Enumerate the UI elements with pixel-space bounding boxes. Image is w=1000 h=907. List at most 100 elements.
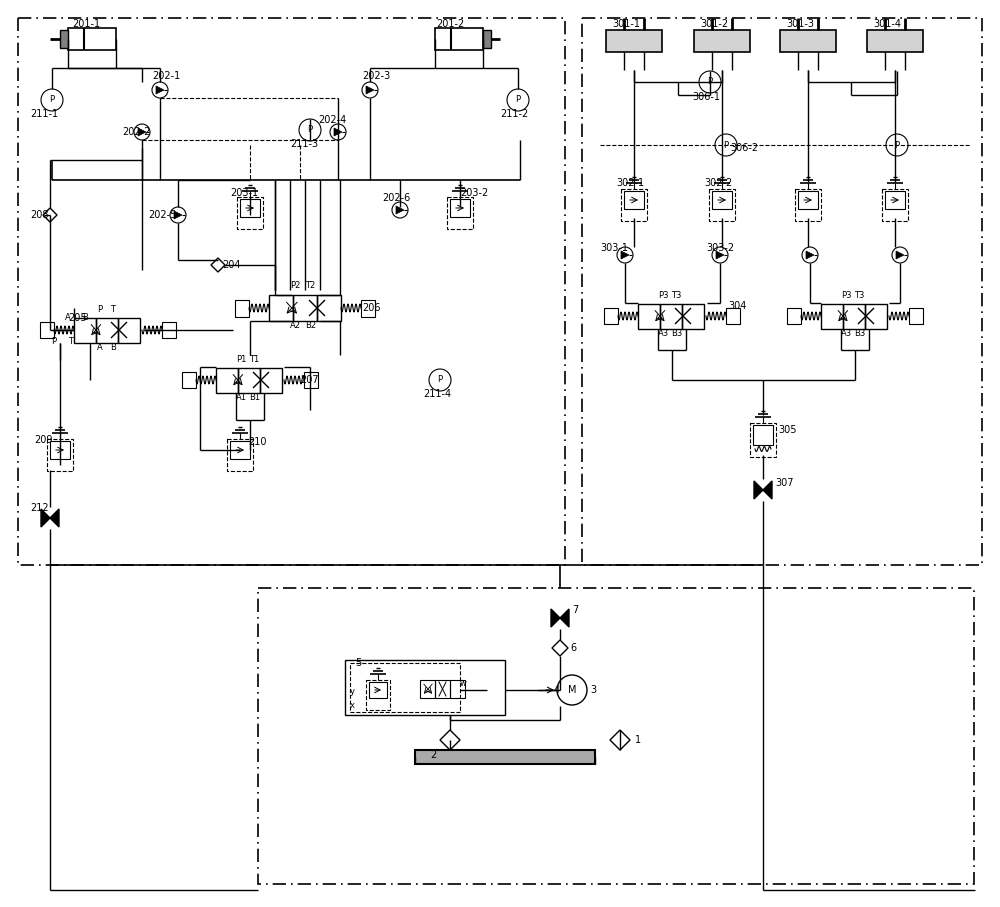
Text: 202-3: 202-3 bbox=[362, 71, 390, 81]
Bar bbox=[638, 304, 660, 329]
Text: 2: 2 bbox=[430, 750, 436, 760]
Bar bbox=[795, 189, 821, 221]
Text: T: T bbox=[68, 337, 73, 346]
Text: A2: A2 bbox=[290, 321, 301, 330]
Text: T3: T3 bbox=[854, 290, 865, 299]
Polygon shape bbox=[896, 251, 904, 259]
Text: 202-6: 202-6 bbox=[382, 193, 410, 203]
Text: P: P bbox=[307, 125, 313, 134]
Bar bbox=[227, 439, 253, 471]
Text: P: P bbox=[437, 375, 443, 385]
Text: P: P bbox=[894, 141, 900, 150]
Bar bbox=[447, 197, 473, 229]
Text: T: T bbox=[110, 305, 115, 314]
Text: 301-4: 301-4 bbox=[873, 19, 901, 29]
Text: 7: 7 bbox=[572, 605, 578, 615]
Bar bbox=[235, 300, 249, 317]
Polygon shape bbox=[754, 481, 763, 499]
Bar bbox=[118, 318, 140, 343]
Text: 3: 3 bbox=[590, 685, 596, 695]
Text: 306-1: 306-1 bbox=[692, 92, 720, 102]
Bar bbox=[162, 322, 176, 338]
Text: 208: 208 bbox=[30, 210, 48, 220]
Text: A: A bbox=[65, 313, 71, 321]
Text: P3: P3 bbox=[658, 290, 669, 299]
Text: 202-1: 202-1 bbox=[152, 71, 180, 81]
Text: 302-2: 302-2 bbox=[704, 178, 732, 188]
Polygon shape bbox=[560, 609, 569, 627]
Text: 212: 212 bbox=[30, 503, 49, 513]
Bar bbox=[50, 441, 70, 459]
Text: x: x bbox=[350, 701, 355, 710]
Text: 202-4: 202-4 bbox=[318, 115, 346, 125]
Bar bbox=[366, 680, 390, 710]
Text: 303-2: 303-2 bbox=[706, 243, 734, 253]
Polygon shape bbox=[621, 251, 629, 259]
Text: T2: T2 bbox=[305, 281, 315, 290]
Polygon shape bbox=[806, 251, 814, 259]
Bar bbox=[712, 191, 732, 209]
Polygon shape bbox=[716, 251, 724, 259]
Text: A: A bbox=[97, 343, 102, 352]
Bar bbox=[237, 197, 263, 229]
Bar bbox=[885, 191, 905, 209]
Text: 4: 4 bbox=[554, 685, 560, 695]
Text: B: B bbox=[110, 343, 116, 352]
Bar bbox=[182, 372, 196, 388]
Text: T1: T1 bbox=[249, 355, 260, 364]
Polygon shape bbox=[174, 211, 182, 219]
Text: 202-5: 202-5 bbox=[148, 210, 176, 220]
Text: 1: 1 bbox=[635, 735, 641, 745]
Bar bbox=[750, 423, 776, 457]
Text: P: P bbox=[51, 337, 56, 346]
Bar bbox=[361, 300, 375, 317]
Text: 211-2: 211-2 bbox=[500, 109, 528, 119]
Text: P: P bbox=[515, 95, 521, 104]
Bar bbox=[882, 189, 908, 221]
Text: P1: P1 bbox=[236, 355, 247, 364]
Bar bbox=[604, 308, 618, 324]
Text: 204: 204 bbox=[222, 260, 240, 270]
Bar bbox=[821, 304, 843, 329]
Bar bbox=[753, 425, 773, 445]
Polygon shape bbox=[366, 86, 374, 94]
Bar bbox=[798, 191, 818, 209]
Bar bbox=[682, 304, 704, 329]
Text: y: y bbox=[350, 688, 355, 697]
Text: 211-4: 211-4 bbox=[423, 389, 451, 399]
Text: 209: 209 bbox=[34, 435, 52, 445]
Bar bbox=[238, 368, 260, 393]
Text: 211-1: 211-1 bbox=[30, 109, 58, 119]
Polygon shape bbox=[50, 509, 59, 527]
Text: 203-2: 203-2 bbox=[460, 188, 488, 198]
Text: P3: P3 bbox=[841, 290, 852, 299]
Text: P: P bbox=[707, 77, 713, 86]
Text: 206: 206 bbox=[362, 303, 380, 313]
Bar bbox=[582, 18, 982, 565]
Text: A3: A3 bbox=[658, 328, 669, 337]
Text: 304: 304 bbox=[728, 301, 746, 311]
Bar bbox=[435, 680, 450, 698]
Bar bbox=[415, 750, 595, 764]
Bar bbox=[726, 308, 740, 324]
Bar bbox=[240, 199, 260, 217]
Text: 6: 6 bbox=[570, 643, 576, 653]
Text: T3: T3 bbox=[671, 290, 682, 299]
Bar bbox=[68, 28, 116, 50]
Polygon shape bbox=[41, 509, 50, 527]
Bar bbox=[18, 18, 565, 565]
Text: B3: B3 bbox=[854, 328, 865, 337]
Text: 207: 207 bbox=[300, 375, 319, 385]
Bar bbox=[216, 368, 238, 393]
Bar bbox=[345, 660, 505, 715]
Bar bbox=[74, 318, 96, 343]
Bar bbox=[435, 28, 483, 50]
Bar bbox=[293, 295, 317, 321]
Bar bbox=[483, 30, 491, 48]
Bar bbox=[780, 30, 836, 52]
Bar bbox=[350, 663, 460, 712]
Bar bbox=[865, 304, 887, 329]
Text: B3: B3 bbox=[671, 328, 682, 337]
Bar bbox=[787, 308, 801, 324]
Polygon shape bbox=[138, 128, 146, 136]
